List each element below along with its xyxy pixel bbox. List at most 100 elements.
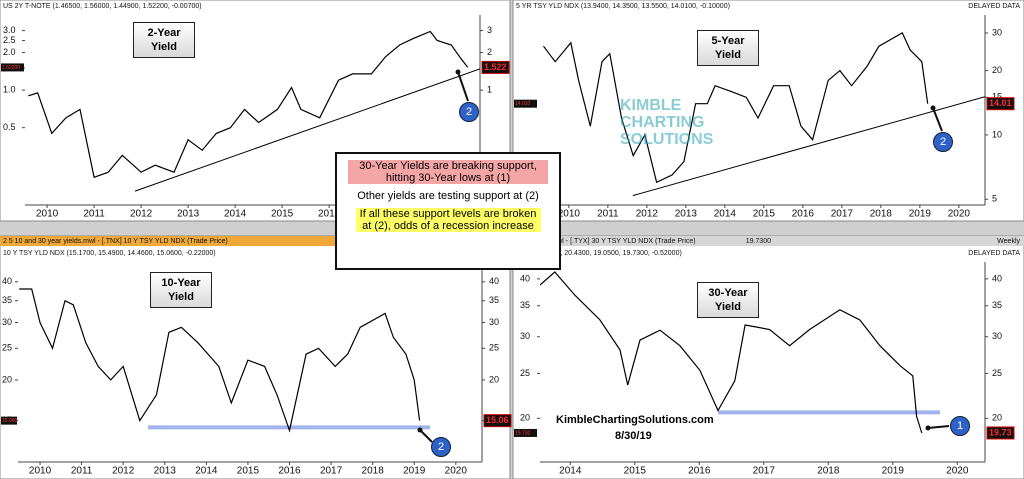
x-tick-label: 2010 — [29, 466, 52, 477]
callout: 30-Year Yields are breaking support, hit… — [335, 152, 561, 270]
panel-header: US 2Y T-NOTE (1.46500, 1.56000, 1.44900,… — [3, 3, 202, 10]
panel-title: 10-Year Yield — [150, 272, 212, 308]
arrow-head — [455, 69, 461, 75]
x-tick-label: 2015 — [237, 466, 260, 477]
yield-line — [543, 32, 929, 184]
yield-line — [19, 288, 421, 433]
x-tick-label: 2018 — [362, 466, 385, 477]
y-tick-label: 40 — [992, 273, 1002, 283]
x-tick-label: 2017 — [831, 209, 854, 220]
y-tick-label: 1.0 — [3, 84, 16, 94]
window-value: 19.7300 — [746, 238, 771, 245]
left-tag-label: 15.060 — [2, 418, 18, 424]
y-tick-label: 20 — [2, 374, 12, 384]
marker: 2 — [431, 437, 451, 457]
panel-header: 5 YR TSY YLD NDX (13.9400, 14.3500, 13.5… — [516, 3, 730, 10]
y-tick-label: 30 — [2, 317, 12, 327]
arrow — [932, 107, 943, 132]
x-tick-label: 2017 — [753, 466, 776, 477]
x-tick-label: 2011 — [71, 466, 93, 477]
y-tick-label: 35 — [992, 300, 1002, 310]
arrow-head — [930, 105, 936, 111]
y-tick-label: 20 — [520, 413, 530, 423]
x-tick-label: 2013 — [675, 209, 698, 220]
y-tick-label: 30 — [489, 317, 499, 327]
y-tick-label: 25 — [489, 343, 499, 353]
x-tick-label: 2016 — [792, 209, 815, 220]
y-tick-label: 35 — [2, 295, 12, 305]
x-tick-label: 2016 — [278, 466, 301, 477]
data-status: DELAYED DATA — [968, 3, 1020, 10]
marker: 2 — [459, 102, 479, 122]
y-tick-label: 30 — [992, 27, 1002, 37]
left-tag-label: 1.52200 — [2, 65, 20, 71]
y-tick-label: 20 — [992, 65, 1002, 75]
marker: 1 — [950, 416, 970, 436]
x-tick-label: 2020 — [946, 466, 969, 477]
y-tick-label: 35 — [489, 295, 499, 305]
y-tick-label: 35 — [520, 300, 530, 310]
x-tick-label: 2019 — [882, 466, 905, 477]
x-tick-label: 2016 — [688, 466, 711, 477]
x-tick-label: 2013 — [177, 209, 200, 220]
x-tick-label: 2012 — [130, 209, 153, 220]
left-tag — [514, 99, 537, 108]
y-tick-label: 2.0 — [3, 47, 16, 57]
x-tick-label: 2014 — [195, 466, 218, 477]
y-tick-label: 25 — [520, 368, 530, 378]
arrow-head — [925, 425, 931, 431]
panel-title: 30-Year Yield — [697, 282, 759, 318]
arrow-head — [417, 427, 423, 433]
y-tick-label: 1 — [487, 84, 492, 94]
window-title: year yields.mwl - [.TYX] 30 Y TSY YLD ND… — [516, 238, 696, 245]
panel-header: NDX (20.1000, 20.4300, 19.0500, 19.7300,… — [516, 250, 682, 257]
y-tick-label: 2 — [487, 47, 492, 57]
y-tick-label: 20 — [992, 413, 1002, 423]
y-tick-label: 2.5 — [3, 35, 16, 45]
y-tick-label: 40 — [489, 276, 499, 286]
arrow — [419, 429, 433, 443]
callout-line: If all these support levels are broken a… — [355, 208, 541, 232]
left-tag-label: 14.010 — [515, 101, 531, 107]
panel-header: 10 Y TSY YLD NDX (15.1700, 15.4900, 14.4… — [3, 250, 216, 257]
y-tick-label: 0.5 — [3, 122, 16, 132]
x-tick-label: 2014 — [559, 466, 582, 477]
price-label: 1.522 — [484, 62, 507, 72]
watermark: KIMBLE CHARTING SOLUTIONS — [620, 97, 714, 148]
callout-line: Other yields are testing support at (2) — [357, 190, 539, 202]
x-tick-label: 2010 — [36, 209, 59, 220]
y-tick-label: 25 — [992, 368, 1002, 378]
panel — [512, 235, 1024, 479]
price-label: 19.73 — [989, 427, 1012, 437]
price-tag — [986, 426, 1015, 440]
price-tag — [481, 60, 510, 74]
left-tag — [1, 416, 17, 425]
price-label: 14.01 — [989, 98, 1012, 108]
x-tick-label: 2015 — [753, 209, 776, 220]
yield-line — [540, 271, 923, 434]
y-tick-label: 20 — [489, 374, 499, 384]
y-tick-label: 30 — [520, 331, 530, 341]
x-tick-label: 2020 — [445, 466, 468, 477]
y-tick-label: 25 — [2, 343, 12, 353]
x-tick-label: 2012 — [636, 209, 659, 220]
x-tick-label: 2012 — [112, 466, 135, 477]
x-tick-label: 2014 — [224, 209, 247, 220]
x-tick-label: 2014 — [714, 209, 737, 220]
x-tick-label: 2015 — [271, 209, 294, 220]
support-line — [134, 68, 480, 192]
panel — [512, 0, 1024, 222]
y-tick-label: 15 — [992, 92, 1002, 102]
y-tick-label: 10 — [992, 129, 1002, 139]
x-tick-label: 2011 — [597, 209, 619, 220]
x-tick-label: 2015 — [624, 466, 647, 477]
y-tick-label: 3.0 — [3, 25, 16, 35]
x-tick-label: 2017 — [320, 466, 343, 477]
x-tick-label: 2010 — [558, 209, 581, 220]
x-tick-label: 2019 — [909, 209, 932, 220]
price-label: 15.06 — [486, 415, 509, 425]
x-tick-label: 2013 — [154, 466, 177, 477]
y-tick-label: 3 — [487, 25, 492, 35]
